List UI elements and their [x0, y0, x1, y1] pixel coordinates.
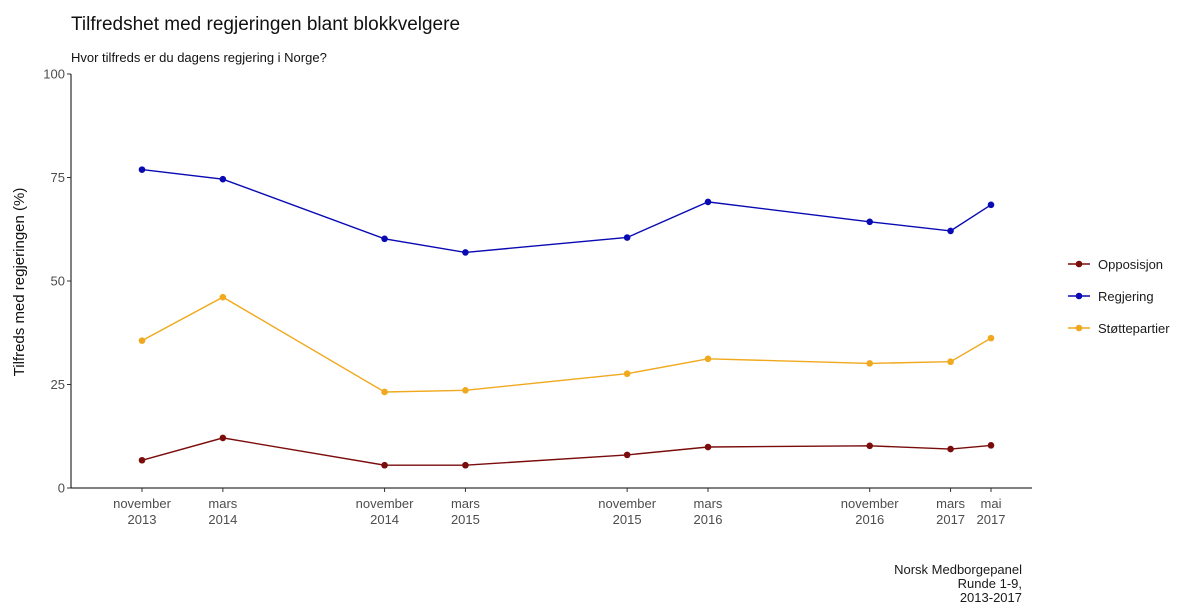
- legend-marker: [1075, 324, 1083, 332]
- legend-label: Støttepartier: [1098, 321, 1170, 336]
- x-tick-label: mars 2014: [208, 496, 237, 527]
- x-tick-label: november 2015: [598, 496, 656, 527]
- chart-subtitle: Hvor tilfreds er du dagens regjering i N…: [71, 50, 327, 65]
- y-tick-label: 50: [51, 274, 65, 289]
- data-point-regjering: [866, 218, 874, 226]
- data-point-regjering: [381, 235, 388, 243]
- x-tick-label: november 2013: [113, 496, 171, 527]
- data-point-opposisjon: [219, 434, 227, 442]
- legend-marker: [1075, 260, 1083, 268]
- series-line-opposisjon: [141, 437, 992, 466]
- chart-title: Tilfredshet med regjeringen blant blokkv…: [71, 14, 460, 35]
- series-layer: [138, 166, 995, 469]
- caption-line: Runde 1-9,: [958, 576, 1022, 591]
- data-point-st-ttepartier: [866, 360, 874, 367]
- data-point-regjering: [462, 249, 469, 256]
- axes: 0 25 50 75 100 november 2013 mars 2014 november 20…: [43, 67, 1032, 527]
- x-tick-label: mai 2017: [977, 496, 1006, 527]
- data-point-opposisjon: [987, 442, 995, 449]
- data-point-regjering: [947, 227, 954, 235]
- data-point-regjering: [138, 166, 146, 173]
- data-point-opposisjon: [138, 456, 146, 464]
- series-line-regjering: [141, 168, 992, 254]
- y-tick-label: 100: [43, 67, 65, 82]
- data-point-regjering: [987, 201, 995, 209]
- data-point-st-ttepartier: [219, 293, 227, 301]
- data-point-st-ttepartier: [947, 358, 954, 366]
- data-point-regjering: [219, 175, 227, 183]
- y-tick-label: 0: [58, 481, 65, 496]
- x-tick-label: november 2016: [841, 496, 899, 527]
- y-tick-label: 25: [51, 377, 65, 392]
- data-point-opposisjon: [704, 443, 712, 451]
- data-point-opposisjon: [947, 445, 954, 453]
- data-point-regjering: [623, 234, 631, 241]
- data-point-st-ttepartier: [381, 388, 388, 396]
- caption-line: 2013-2017: [960, 590, 1022, 605]
- y-axis-title: Tilfreds med regjeringen (%): [11, 188, 28, 377]
- data-point-st-ttepartier: [462, 386, 469, 394]
- data-point-st-ttepartier: [704, 355, 712, 363]
- legend: Opposisjon Regjering Støttepartier: [1068, 257, 1170, 336]
- data-point-opposisjon: [866, 442, 874, 450]
- data-point-st-ttepartier: [138, 337, 146, 344]
- data-point-regjering: [704, 198, 712, 206]
- data-point-st-ttepartier: [987, 334, 995, 342]
- series-line-st-ttepartier: [141, 296, 992, 393]
- data-point-opposisjon: [623, 451, 631, 459]
- data-point-opposisjon: [462, 461, 469, 469]
- data-point-opposisjon: [381, 461, 388, 469]
- data-point-st-ttepartier: [623, 370, 631, 378]
- legend-marker: [1075, 292, 1083, 300]
- legend-label: Regjering: [1098, 289, 1154, 304]
- legend-label: Opposisjon: [1098, 257, 1163, 272]
- x-tick-label: mars 2016: [694, 496, 723, 527]
- x-tick-label: mars 2017: [936, 496, 965, 527]
- caption-line: Norsk Medborgepanel: [894, 562, 1022, 577]
- y-tick-label: 75: [51, 170, 65, 185]
- x-tick-label: mars 2015: [451, 496, 480, 527]
- x-tick-label: november 2014: [356, 496, 414, 527]
